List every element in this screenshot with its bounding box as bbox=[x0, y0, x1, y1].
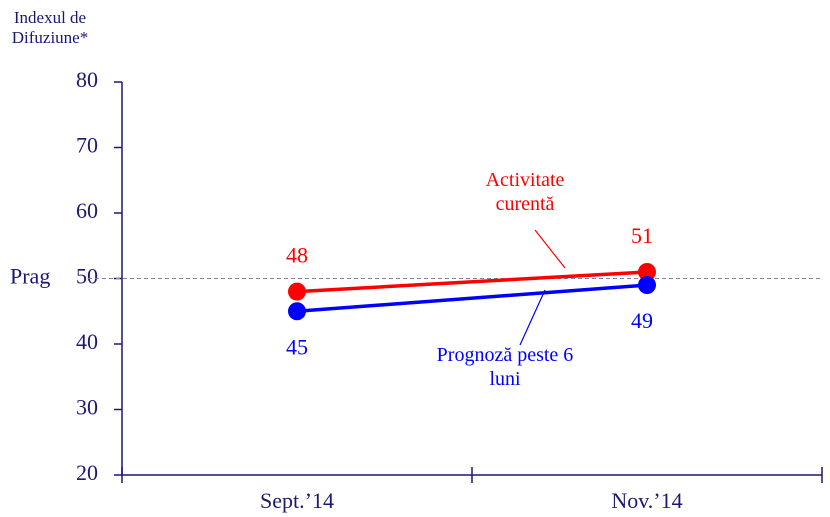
data-label: 45 bbox=[286, 334, 308, 359]
y-tick-label: 80 bbox=[76, 67, 98, 92]
x-tick-label: Nov.’14 bbox=[611, 488, 682, 513]
legend-label: Activitate curentă bbox=[485, 169, 565, 215]
y-tick-label: 50 bbox=[76, 264, 98, 289]
data-point bbox=[638, 276, 656, 295]
data-point bbox=[288, 302, 306, 321]
leader-line bbox=[534, 229, 566, 269]
threshold-label: Prag bbox=[10, 264, 50, 289]
y-tick-label: 70 bbox=[76, 133, 98, 158]
x-tick-label: Sept.’14 bbox=[260, 488, 334, 513]
data-label: 48 bbox=[286, 243, 308, 268]
y-tick-label: 20 bbox=[76, 460, 98, 485]
y-axis-label: Indexul de Difuziune* bbox=[11, 8, 89, 48]
legend-label: Prognoză peste 6 luni bbox=[436, 344, 574, 390]
y-tick-label: 30 bbox=[76, 395, 98, 420]
data-point bbox=[288, 282, 306, 301]
data-point bbox=[638, 262, 656, 281]
data-label: 51 bbox=[631, 223, 653, 248]
y-tick-label: 60 bbox=[76, 198, 98, 223]
series-line bbox=[296, 270, 648, 294]
series-line bbox=[296, 283, 648, 313]
data-label: 49 bbox=[631, 308, 653, 333]
y-tick-label: 40 bbox=[76, 329, 98, 354]
leader-line bbox=[519, 289, 546, 346]
